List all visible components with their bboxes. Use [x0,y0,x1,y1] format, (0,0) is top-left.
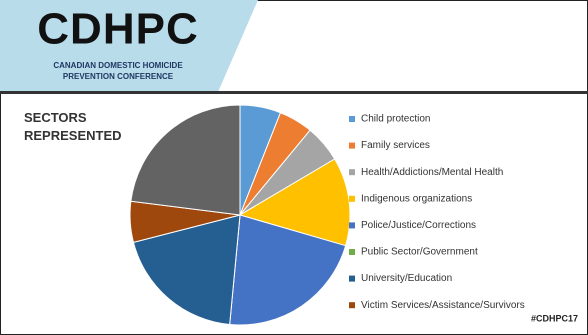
legend-swatch [349,116,355,122]
legend-swatch [349,275,355,282]
legend-swatch [349,249,355,255]
chart-title: SECTORS REPRESENTED [24,110,122,143]
header-band [0,0,258,92]
header-rule [0,91,588,94]
hashtag: #CDHPC17 [531,313,578,323]
logo-subtitle: CANADIAN DOMESTIC HOMICIDE [53,61,183,70]
legend-label: Victim Services/Assistance/Survivors [361,300,525,311]
legend-swatch [349,169,355,176]
logo-subtitle: PREVENTION CONFERENCE [63,72,174,81]
pie-slice [229,214,347,326]
pie-slice [132,214,241,326]
logo: CDHPC [37,5,198,54]
legend-swatch [349,222,355,229]
pie-slice [130,104,241,216]
legend-label: University/Education [361,273,452,284]
legend-swatch [349,142,355,149]
legend-label: Child protection [361,114,430,125]
legend-label: Indigenous organizations [361,193,472,204]
legend-swatch [349,302,355,309]
legend-label: Police/Justice/Corrections [361,220,476,231]
legend-label: Health/Addictions/Mental Health [361,167,503,178]
legend-label: Family services [361,140,430,151]
legend-swatch [349,195,355,202]
legend-label: Public Sector/Government [361,247,478,258]
